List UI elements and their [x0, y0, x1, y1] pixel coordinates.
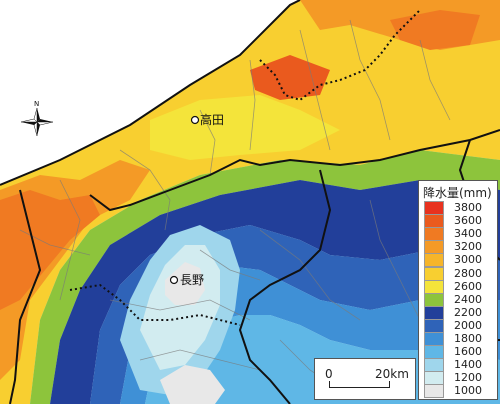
legend-swatch — [424, 227, 444, 242]
band-3600-north — [250, 55, 330, 100]
compass-north-label: N — [34, 100, 39, 108]
legend-label: 3200 — [454, 240, 482, 254]
band-2400 — [30, 150, 500, 404]
legend-item: 2600 — [424, 279, 494, 294]
legend-swatch — [424, 371, 444, 386]
legend-item: 2800 — [424, 266, 494, 281]
legend-swatch — [424, 292, 444, 307]
legend-swatch — [424, 305, 444, 320]
legend-item: 3200 — [424, 240, 494, 255]
compass-rose-icon: N — [20, 100, 54, 137]
scale-end-label: 20km — [375, 367, 409, 381]
legend-item: 3600 — [424, 214, 494, 229]
legend-swatch — [424, 214, 444, 229]
legend-swatch — [424, 201, 444, 215]
legend-swatch — [424, 279, 444, 294]
scale-bar: 0 20km — [314, 358, 416, 400]
legend-swatch — [424, 253, 444, 268]
legend-label: 2800 — [454, 266, 482, 280]
legend-item: 1200 — [424, 371, 494, 386]
legend-item: 1600 — [424, 345, 494, 360]
legend-swatch — [424, 332, 444, 346]
district-boundaries — [69, 9, 421, 326]
legend-item: 1000 — [424, 384, 494, 399]
legend-label: 1200 — [454, 371, 482, 385]
legend-label: 2400 — [454, 292, 482, 306]
municipal-boundaries — [19, 19, 451, 391]
band-2200 — [50, 180, 500, 404]
legend-swatch — [424, 384, 444, 399]
legend: 降水量(mm) 3800 3600 3400 3200 3000 2800 2600 2400… — [418, 180, 498, 400]
city-marker-takada — [190, 115, 200, 125]
city-nagano: 長野 — [169, 273, 204, 287]
legend-label: 3000 — [454, 253, 482, 267]
legend-label: 1600 — [454, 345, 482, 359]
legend-item: 1800 — [424, 332, 494, 346]
legend-item: 2400 — [424, 292, 494, 307]
band-2600 — [150, 95, 340, 160]
legend-swatch — [424, 358, 444, 373]
legend-label: 3800 — [454, 201, 482, 214]
legend-title: 降水量(mm) — [423, 186, 492, 200]
legend-label: 2200 — [454, 305, 482, 319]
legend-label: 3400 — [454, 227, 482, 241]
legend-label: 2000 — [454, 318, 482, 332]
legend-label: 2600 — [454, 279, 482, 293]
band-3400-north — [390, 10, 480, 50]
legend-label: 1400 — [454, 358, 482, 372]
scale-tick-start — [329, 381, 330, 388]
legend-item: 3400 — [424, 227, 494, 242]
legend-item: 2000 — [424, 318, 494, 333]
legend-swatch — [424, 345, 444, 360]
city-label-takada: 高田 — [200, 112, 224, 127]
city-takada: 高田 — [190, 112, 224, 127]
legend-item: 3000 — [424, 253, 494, 268]
band-1000 — [165, 262, 205, 305]
legend-label: 1800 — [454, 332, 482, 345]
scale-line — [329, 387, 389, 388]
legend-item: 3800 — [424, 201, 494, 215]
city-label-nagano: 長野 — [180, 273, 204, 287]
legend-swatch — [424, 318, 444, 333]
scale-start-label: 0 — [325, 367, 333, 381]
legend-label: 1000 — [454, 384, 482, 398]
legend-swatch — [424, 266, 444, 281]
legend-swatch — [424, 240, 444, 255]
band-3400 — [0, 190, 100, 310]
legend-item: 1400 — [424, 358, 494, 373]
legend-label: 3600 — [454, 214, 482, 228]
city-marker-nagano — [169, 275, 179, 285]
scale-tick-end — [389, 381, 390, 388]
legend-item: 2200 — [424, 305, 494, 320]
band-1000-south — [160, 365, 225, 404]
